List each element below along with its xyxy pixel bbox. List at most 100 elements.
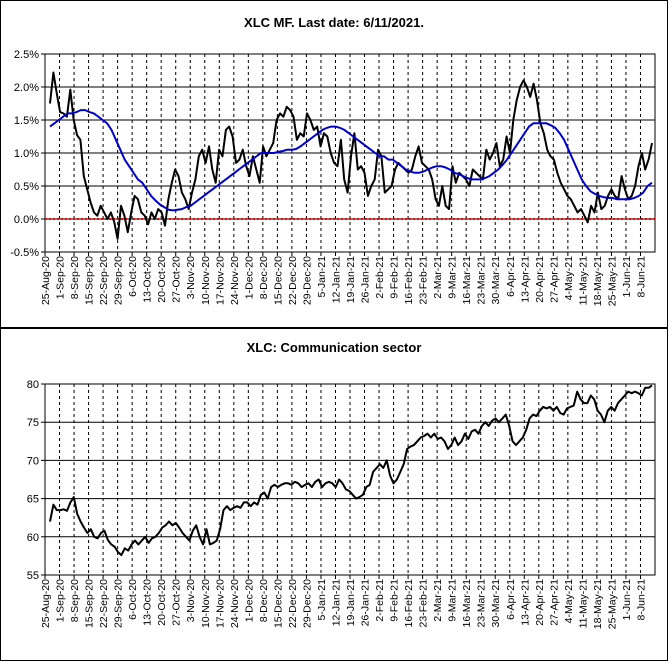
fund-flow-chart: -0.5%0.0%0.5%1.0%1.5%2.0%2.5%25-Aug-20 1-… [10, 49, 656, 306]
chart2-y-tick-label: 60 [27, 532, 39, 544]
chart1-x-tick-label: 6-Apr-21 [505, 256, 517, 297]
chart1-y-tick-label: 1.0% [14, 148, 39, 160]
chart1-x-tick-label: 23-Feb-21 [418, 256, 430, 305]
chart1-x-tick-label: 30-Mar-21 [490, 256, 502, 305]
chart1-y-tick-label: 2.5% [14, 49, 39, 61]
chart2-x-tick-label: 16-Feb-21 [403, 579, 415, 628]
chart1-x-tick-label: 2-Feb-21 [374, 256, 386, 299]
chart1-x-tick-label: 20-Oct-20 [156, 256, 168, 303]
chart1-x-tick-label: 3-Nov-20 [185, 256, 197, 299]
chart1-x-tick-label: 24-Nov-20 [229, 256, 241, 305]
chart2-x-tick-label: 4-May-21 [563, 579, 575, 624]
chart1-x-tick-label: 2-Mar-21 [432, 256, 444, 299]
chart2-x-tick-label: 8-Dec-20 [258, 579, 270, 622]
chart1-x-tick-label: 25-May-21 [606, 256, 618, 306]
chart2-x-tick-label: 6-Oct-20 [127, 579, 139, 620]
chart1-x-tick-label: 22-Sep-20 [98, 256, 110, 305]
chart2-x-tick-label: 22-Dec-20 [287, 579, 299, 628]
chart2-x-tick-label: 16-Mar-21 [461, 579, 473, 628]
chart2-x-tick-label: 25-May-21 [606, 579, 618, 629]
chart1-x-tick-label: 29-Sep-20 [113, 256, 125, 305]
chart2-x-tick-label: 15-Sep-20 [84, 579, 96, 628]
chart2-y-tick-label: 70 [27, 455, 39, 467]
chart2-x-tick-label: 17-Nov-20 [214, 579, 226, 628]
chart1-x-tick-label: 9-Feb-21 [389, 256, 401, 299]
chart2-x-tick-label: 13-Apr-21 [519, 579, 531, 626]
chart2-x-tick-label: 8-Sep-20 [69, 579, 81, 622]
chart2-x-tick-label: 2-Mar-21 [432, 579, 444, 622]
chart1-x-tick-label: 22-Dec-20 [287, 256, 299, 305]
chart1-x-tick-label: 1-Dec-20 [243, 256, 255, 299]
chart2-x-tick-label: 27-Apr-21 [548, 579, 560, 626]
chart1-x-tick-label: 10-Nov-20 [200, 256, 212, 305]
chart1-x-tick-label: 13-Apr-21 [519, 256, 531, 303]
chart2-x-tick-label: 1-Dec-20 [243, 579, 255, 622]
chart1-x-tick-label: 1-Sep-20 [55, 256, 67, 299]
chart1-x-tick-label: 17-Nov-20 [214, 256, 226, 305]
chart2-x-tick-label: 1-Jun-21 [621, 579, 633, 621]
chart1-x-tick-label: 13-Oct-20 [142, 256, 154, 303]
chart2-x-tick-label: 2-Feb-21 [374, 579, 386, 622]
chart2-x-tick-label: 19-Jan-21 [345, 579, 357, 626]
chart2-y-tick-label: 75 [27, 417, 39, 429]
chart2-y-tick-label: 65 [27, 494, 39, 506]
chart1-series-line-1 [49, 71, 653, 240]
chart1-x-tick-label: 26-Jan-21 [360, 256, 372, 303]
chart1-y-tick-label: 0.5% [14, 181, 39, 193]
chart2-x-tick-label: 29-Dec-20 [301, 579, 313, 628]
chart1-x-tick-label: 6-Oct-20 [127, 256, 139, 297]
chart1-x-tick-label: 25-Aug-20 [40, 256, 52, 305]
chart1-x-tick-label: 27-Apr-21 [548, 256, 560, 303]
chart2-x-tick-label: 26-Jan-21 [360, 579, 372, 626]
chart2-x-tick-label: 30-Mar-21 [490, 579, 502, 628]
chart1-x-tick-label: 8-Dec-20 [258, 256, 270, 299]
chart1-x-tick-label: 12-Jan-21 [330, 256, 342, 303]
chart1-x-tick-label: 29-Dec-20 [301, 256, 313, 305]
chart1-x-tick-label: 18-May-21 [592, 256, 604, 306]
chart1-x-tick-label: 20-Apr-21 [534, 256, 546, 303]
chart1-y-tick-label: 1.5% [14, 115, 39, 127]
chart1-y-tick-label: 0.0% [14, 214, 39, 226]
chart1-x-tick-label: 9-Mar-21 [447, 256, 459, 299]
chart2-x-tick-label: 1-Sep-20 [55, 579, 67, 622]
chart2-x-tick-label: 12-Jan-21 [330, 579, 342, 626]
chart2-x-tick-label: 20-Oct-20 [156, 579, 168, 626]
chart1-x-tick-label: 27-Oct-20 [171, 256, 183, 303]
chart2-x-tick-label: 10-Nov-20 [200, 579, 212, 628]
chart2-x-tick-label: 24-Nov-20 [229, 579, 241, 628]
chart1-series-line-2 [49, 109, 653, 212]
chart1-title: XLC MF. Last date: 6/11/2021. [244, 15, 424, 30]
chart2-x-tick-label: 8-Jun-21 [635, 579, 647, 621]
chart1-x-tick-label: 15-Dec-20 [272, 256, 284, 305]
chart2-x-tick-label: 29-Sep-20 [113, 579, 125, 628]
chart2-x-tick-label: 11-May-21 [577, 579, 589, 629]
chart2-x-tick-label: 20-Apr-21 [534, 579, 546, 626]
chart2-x-tick-label: 3-Nov-20 [185, 579, 197, 622]
chart2-x-tick-label: 5-Jan-21 [316, 579, 328, 621]
chart1-x-tick-label: 5-Jan-21 [316, 256, 328, 298]
chart2-y-tick-label: 80 [27, 379, 39, 391]
chart1-x-tick-label: 1-Jun-21 [621, 256, 633, 298]
chart1-x-tick-label: 23-Mar-21 [476, 256, 488, 305]
chart1-x-tick-label: 15-Sep-20 [84, 256, 96, 305]
chart1-x-tick-label: 19-Jan-21 [345, 256, 357, 303]
chart1-y-tick-label: 2.0% [14, 82, 39, 94]
chart2-x-tick-label: 25-Aug-20 [40, 579, 52, 628]
chart2-x-tick-label: 18-May-21 [592, 579, 604, 629]
chart2-x-tick-label: 9-Feb-21 [389, 579, 401, 622]
chart2-x-tick-label: 27-Oct-20 [171, 579, 183, 626]
chart1-x-tick-label: 8-Sep-20 [69, 256, 81, 299]
chart1-x-tick-label: 11-May-21 [577, 256, 589, 306]
chart2-x-tick-label: 23-Mar-21 [476, 579, 488, 628]
chart2-title: XLC: Communication sector [247, 340, 422, 355]
chart2-y-tick-label: 55 [27, 570, 39, 582]
chart1-x-tick-label: 16-Feb-21 [403, 256, 415, 305]
chart2-x-tick-label: 6-Apr-21 [505, 579, 517, 620]
chart2-x-tick-label: 15-Dec-20 [272, 579, 284, 628]
chart2-x-tick-label: 23-Feb-21 [418, 579, 430, 628]
chart1-y-tick-label: -0.5% [10, 247, 39, 259]
chart1-x-tick-label: 4-May-21 [563, 256, 575, 301]
chart1-x-tick-label: 8-Jun-21 [635, 256, 647, 298]
